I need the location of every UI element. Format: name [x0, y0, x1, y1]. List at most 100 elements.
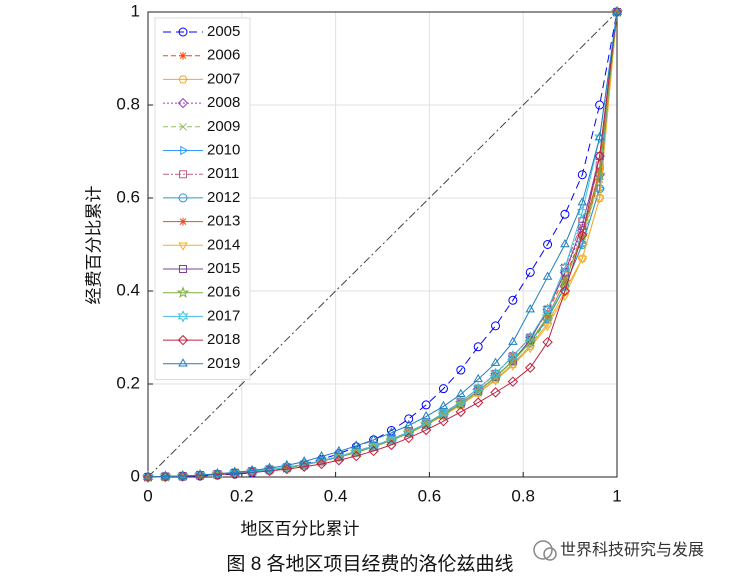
marker	[142, 471, 154, 483]
watermark-icon	[533, 540, 557, 561]
caption: 图 8 各地区项目经费的洛伦兹曲线	[226, 553, 513, 575]
marker	[611, 6, 623, 18]
marker	[490, 367, 501, 380]
marker	[525, 304, 536, 313]
x-tick-label: 0.4	[324, 486, 348, 505]
marker	[578, 221, 587, 230]
y-tick-label: 0.8	[116, 94, 140, 113]
marker	[473, 342, 483, 352]
marker	[160, 471, 171, 480]
marker	[490, 357, 501, 366]
marker	[456, 399, 465, 408]
marker	[508, 356, 517, 365]
marker	[368, 445, 379, 457]
marker	[438, 407, 449, 420]
watermark: 世界科技研究与发展	[560, 541, 704, 559]
marker	[560, 209, 570, 219]
marker	[386, 427, 397, 436]
marker	[281, 463, 293, 475]
legend-label: 2009	[207, 118, 240, 135]
marker	[299, 456, 309, 465]
marker	[264, 462, 275, 471]
marker	[525, 267, 535, 277]
marker	[542, 323, 553, 332]
marker	[594, 132, 605, 141]
y-tick-label: 0.2	[116, 373, 140, 392]
marker	[177, 334, 189, 346]
x-tick-label: 0	[143, 486, 152, 505]
marker	[351, 440, 362, 449]
legend-label: 2018	[207, 331, 240, 348]
marker	[178, 75, 188, 84]
marker	[316, 458, 327, 470]
series-line	[147, 11, 618, 478]
marker	[438, 415, 449, 427]
marker	[212, 468, 223, 477]
marker	[491, 321, 501, 331]
marker	[473, 373, 483, 383]
series-line	[147, 11, 618, 478]
legend-label: 2016	[207, 284, 240, 301]
marker	[403, 425, 415, 439]
marker	[524, 331, 536, 344]
marker	[180, 145, 189, 156]
marker	[559, 261, 571, 274]
legend-box	[154, 17, 251, 380]
marker	[577, 197, 588, 206]
marker	[282, 459, 292, 469]
marker	[507, 376, 519, 387]
marker	[420, 424, 432, 436]
marker	[421, 411, 431, 420]
marker	[178, 27, 188, 37]
marker	[577, 254, 587, 263]
legend-label: 2015	[207, 260, 240, 277]
marker	[542, 303, 553, 316]
y-tick-label: 0.6	[116, 187, 140, 206]
series	[143, 6, 622, 480]
marker	[368, 434, 379, 443]
marker	[612, 6, 622, 15]
legend-label: 2012	[207, 189, 240, 206]
legend-label: 2011	[207, 165, 239, 182]
marker	[178, 193, 188, 203]
x-tick-label: 0.8	[511, 486, 535, 505]
marker	[177, 470, 188, 479]
marker	[177, 97, 189, 109]
marker	[490, 387, 501, 398]
marker	[421, 400, 431, 410]
legend-label: 2019	[207, 355, 240, 372]
marker	[594, 195, 605, 204]
marker	[298, 458, 310, 471]
marker	[524, 335, 537, 348]
y-tick-label: 0	[131, 466, 140, 485]
marker	[455, 395, 467, 408]
legend-label: 2007	[207, 70, 240, 87]
plot-frame	[147, 11, 618, 478]
marker	[456, 402, 466, 411]
marker	[559, 285, 571, 297]
marker	[179, 51, 187, 60]
marker	[595, 194, 605, 202]
legend-label: 2014	[207, 236, 240, 253]
marker	[386, 433, 397, 446]
marker	[334, 445, 344, 455]
marker	[179, 170, 187, 179]
marker	[594, 131, 605, 144]
marker	[491, 373, 500, 382]
marker	[508, 295, 518, 305]
marker	[577, 229, 588, 241]
x-tick-label: 0.2	[230, 486, 254, 505]
marker	[577, 170, 587, 180]
marker	[333, 455, 345, 466]
marker	[247, 464, 257, 474]
legend: 2005 2006 2007 2008 2009 2010 2011 2012 2013 2014…	[154, 17, 251, 380]
marker	[351, 450, 362, 462]
y-axis-label: 经费百分比累计	[84, 186, 103, 305]
marker	[179, 122, 187, 131]
marker	[404, 414, 414, 424]
x-tick-label: 0.6	[418, 486, 442, 505]
marker	[542, 336, 553, 348]
marker	[403, 432, 414, 444]
marker	[195, 469, 205, 478]
